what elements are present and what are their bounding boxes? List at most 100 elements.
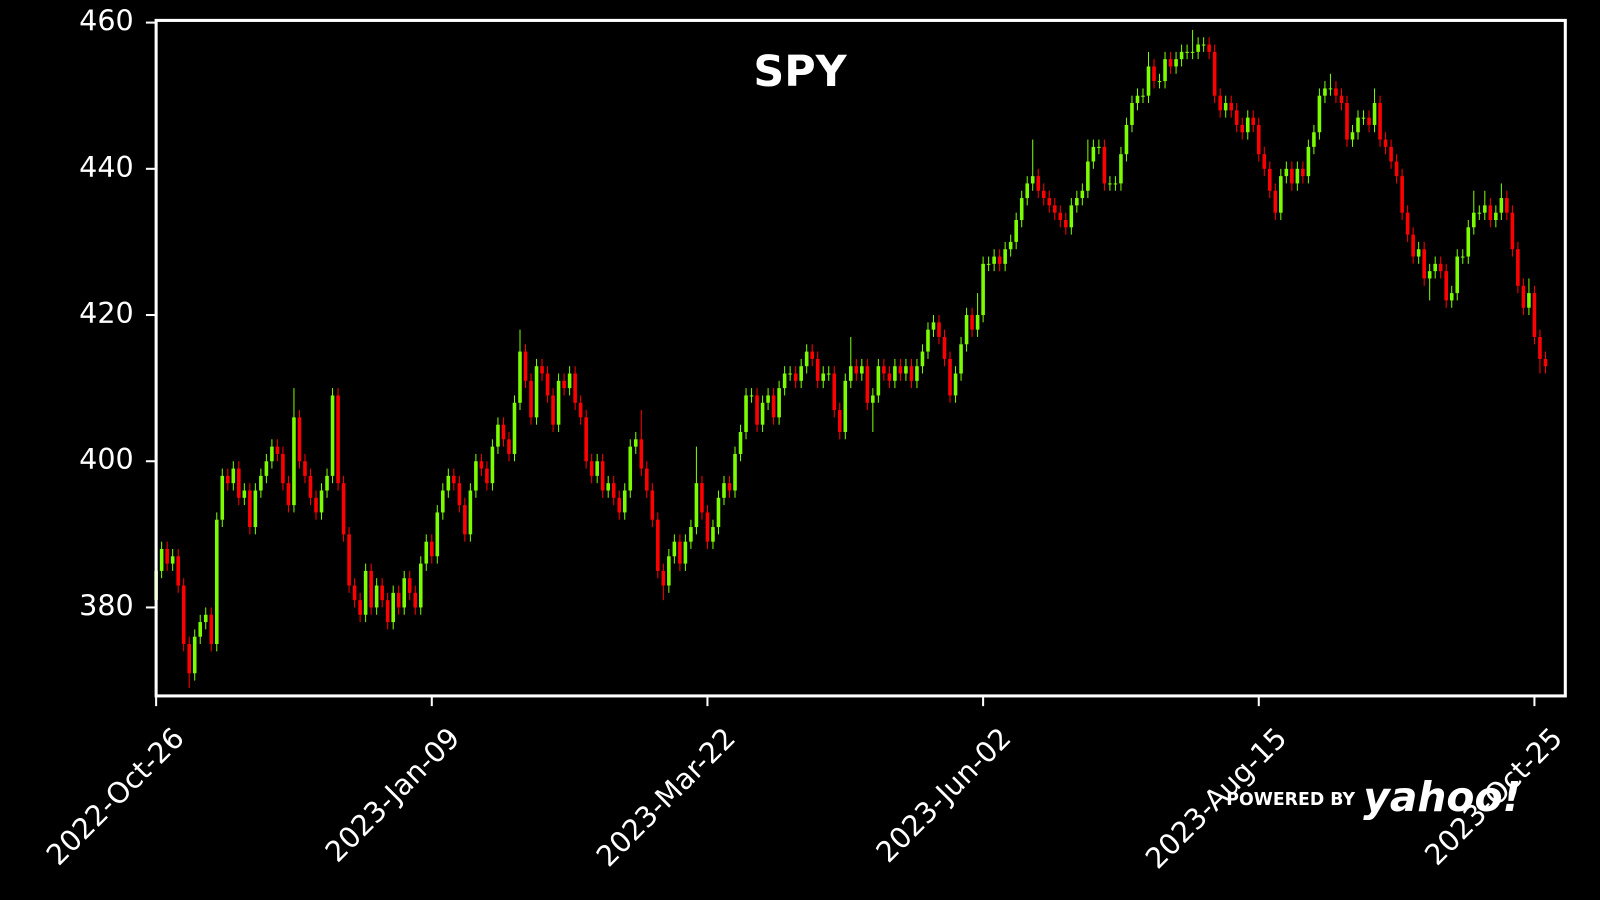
candle-body [259,475,263,491]
candle-body [1245,117,1250,133]
candle-body [1113,183,1118,185]
watermark-brand: yahoo! [1363,773,1521,821]
candle-body [1218,95,1222,111]
candle-body [1025,183,1030,199]
candle-body [181,585,186,645]
candle-body [738,432,743,454]
candle-body [214,519,219,645]
candle-body [639,439,644,469]
candle-body [766,395,770,403]
candle-body [848,366,853,381]
candle-body [1190,51,1195,53]
candle-body [363,570,368,615]
candle-body [600,461,605,491]
candle-body [1019,198,1024,220]
candle-body [804,351,809,367]
candle-body [192,636,197,674]
candle-body [1532,293,1537,337]
candle-body [435,512,440,557]
candle-body [1416,249,1421,257]
candle-body [622,490,627,513]
candle-body [468,490,473,535]
candle-body [336,395,340,484]
candle-body [275,446,280,454]
candle-body [1179,51,1184,60]
candle-body [1091,146,1096,162]
candle-body [953,373,958,396]
candle-body [1141,95,1145,97]
candle-body [716,497,721,528]
candle-body [909,366,914,381]
candle-body [457,483,462,506]
candle-body [1301,168,1305,177]
candle-body [744,395,748,433]
candle-body [1108,183,1112,185]
candle-body [843,380,848,433]
candle-body [308,475,313,498]
candle-body [1163,59,1167,82]
candle-body [611,483,616,498]
candle-body [589,461,594,476]
candle-body [683,541,688,564]
candle-body [319,490,324,513]
candle-body [826,373,831,375]
candle-body [755,395,759,425]
candle-body [165,548,169,564]
candle-body [1234,110,1239,125]
candle-body [1058,212,1063,220]
candle-body [1284,168,1289,177]
candle-body [485,468,489,484]
candle-body [187,644,191,674]
candle-body [1268,168,1272,191]
candle-body [1488,205,1493,220]
candle-body [463,505,467,535]
candle-body [231,468,236,484]
candle-body [1334,88,1338,96]
candle-body [198,622,203,637]
candle-body [656,519,660,571]
candle-body [937,322,941,337]
candle-body [1422,249,1426,279]
candle-body [226,475,230,484]
candle-body [1389,146,1393,162]
candle-body [556,380,561,425]
candle-body [815,358,820,381]
candle-body [479,461,484,469]
candle-body [1069,205,1074,228]
candle-body [997,256,1002,264]
candle-body [694,483,699,528]
candle-body [501,424,506,440]
candle-body [1516,249,1520,286]
candle-body [871,395,875,403]
candle-body [1306,146,1311,177]
candle-body [1328,88,1333,90]
candle-body [1240,124,1245,133]
candle-body [595,461,599,476]
candle-body [352,585,357,601]
candle-body [512,402,517,454]
candle-body [777,388,781,418]
candle-body [1477,212,1482,214]
candle-body [429,541,434,557]
candle-body [893,366,897,381]
candle-body [876,366,881,396]
candle-body [1273,190,1278,213]
candle-body [1378,103,1382,140]
candle-body [633,439,638,447]
candle-body [1047,198,1052,206]
candle-body [1052,205,1057,213]
candle-body [330,395,335,476]
candle-body [248,490,252,528]
candle-body [1207,44,1211,52]
chart-title: SPY [753,47,847,97]
candle-body [645,468,649,491]
candle-body [424,541,429,564]
candle-body [1538,336,1542,359]
plot-frame [154,18,1567,698]
candle-body [705,512,710,542]
watermark-prefix: POWERED BY [1226,790,1355,810]
candle-body [1317,95,1322,133]
candle-body [242,490,247,498]
candle-body [733,453,737,491]
candle-body [1102,146,1107,184]
